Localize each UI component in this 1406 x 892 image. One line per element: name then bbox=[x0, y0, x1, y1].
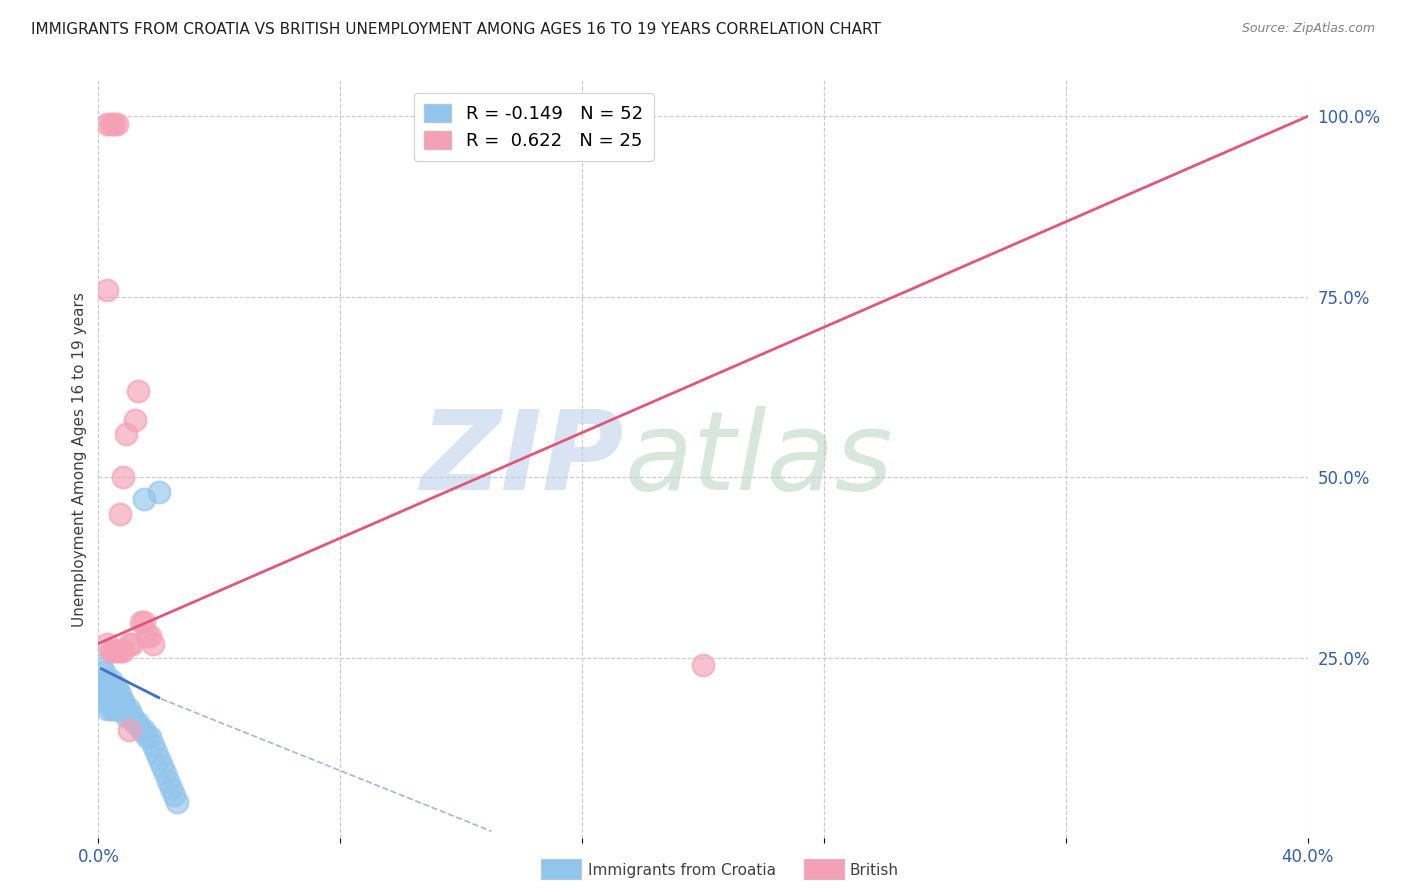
Point bbox=[148, 484, 170, 499]
Point bbox=[103, 680, 125, 694]
Point bbox=[108, 644, 131, 658]
Point bbox=[100, 117, 122, 131]
Point bbox=[111, 470, 134, 484]
Point bbox=[148, 752, 170, 766]
Legend: R = -0.149   N = 52, R =  0.622   N = 25: R = -0.149 N = 52, R = 0.622 N = 25 bbox=[413, 93, 654, 161]
Point bbox=[121, 636, 143, 650]
Point bbox=[93, 694, 115, 708]
Point bbox=[163, 788, 186, 802]
Text: atlas: atlas bbox=[624, 406, 893, 513]
Point bbox=[139, 731, 162, 745]
Point bbox=[105, 694, 128, 708]
Point bbox=[100, 701, 122, 715]
Point bbox=[96, 117, 118, 131]
Point bbox=[124, 412, 146, 426]
Text: Immigrants from Croatia: Immigrants from Croatia bbox=[588, 863, 776, 878]
Point bbox=[108, 687, 131, 701]
Point bbox=[135, 731, 157, 745]
Point bbox=[129, 615, 152, 629]
Point bbox=[142, 636, 165, 650]
Point bbox=[96, 636, 118, 650]
Point bbox=[111, 644, 134, 658]
Point bbox=[111, 694, 134, 708]
Point bbox=[105, 687, 128, 701]
Point bbox=[100, 694, 122, 708]
Point bbox=[105, 117, 128, 131]
Point bbox=[121, 708, 143, 723]
Point bbox=[129, 723, 152, 738]
Point bbox=[132, 492, 155, 507]
Point bbox=[96, 701, 118, 715]
Point bbox=[103, 694, 125, 708]
Point bbox=[103, 701, 125, 715]
Point bbox=[105, 701, 128, 715]
Point bbox=[135, 629, 157, 643]
Point bbox=[118, 723, 141, 738]
Point bbox=[114, 701, 136, 715]
Point bbox=[145, 745, 167, 759]
Point bbox=[105, 644, 128, 658]
Point bbox=[153, 766, 176, 780]
Text: IMMIGRANTS FROM CROATIA VS BRITISH UNEMPLOYMENT AMONG AGES 16 TO 19 YEARS CORREL: IMMIGRANTS FROM CROATIA VS BRITISH UNEMP… bbox=[31, 22, 880, 37]
Point bbox=[127, 715, 149, 730]
Point bbox=[142, 738, 165, 752]
Point bbox=[93, 687, 115, 701]
Point bbox=[93, 665, 115, 680]
Point bbox=[93, 673, 115, 687]
Point bbox=[124, 715, 146, 730]
Point bbox=[156, 773, 179, 788]
Point bbox=[103, 117, 125, 131]
Point bbox=[150, 759, 173, 773]
Point bbox=[118, 708, 141, 723]
Point bbox=[96, 673, 118, 687]
Point bbox=[96, 687, 118, 701]
Point bbox=[108, 694, 131, 708]
Point bbox=[160, 780, 183, 795]
Text: Source: ZipAtlas.com: Source: ZipAtlas.com bbox=[1241, 22, 1375, 36]
Point bbox=[114, 427, 136, 442]
Point bbox=[114, 708, 136, 723]
Point bbox=[108, 701, 131, 715]
Point bbox=[108, 507, 131, 521]
Point bbox=[132, 615, 155, 629]
Point bbox=[96, 687, 118, 701]
Point bbox=[100, 680, 122, 694]
Point bbox=[166, 796, 188, 810]
Point bbox=[100, 644, 122, 658]
Point bbox=[96, 283, 118, 297]
Point bbox=[100, 687, 122, 701]
Text: British: British bbox=[849, 863, 898, 878]
Point bbox=[96, 680, 118, 694]
Point bbox=[96, 694, 118, 708]
Point bbox=[90, 658, 112, 673]
Point bbox=[132, 723, 155, 738]
Point bbox=[127, 384, 149, 398]
Point bbox=[100, 673, 122, 687]
Text: ZIP: ZIP bbox=[420, 406, 624, 513]
Point bbox=[118, 636, 141, 650]
Point bbox=[692, 658, 714, 673]
Point bbox=[105, 680, 128, 694]
Point bbox=[90, 680, 112, 694]
Y-axis label: Unemployment Among Ages 16 to 19 years: Unemployment Among Ages 16 to 19 years bbox=[72, 292, 87, 627]
Point bbox=[111, 701, 134, 715]
Point bbox=[103, 687, 125, 701]
Point bbox=[118, 701, 141, 715]
Point bbox=[139, 629, 162, 643]
Point bbox=[103, 644, 125, 658]
